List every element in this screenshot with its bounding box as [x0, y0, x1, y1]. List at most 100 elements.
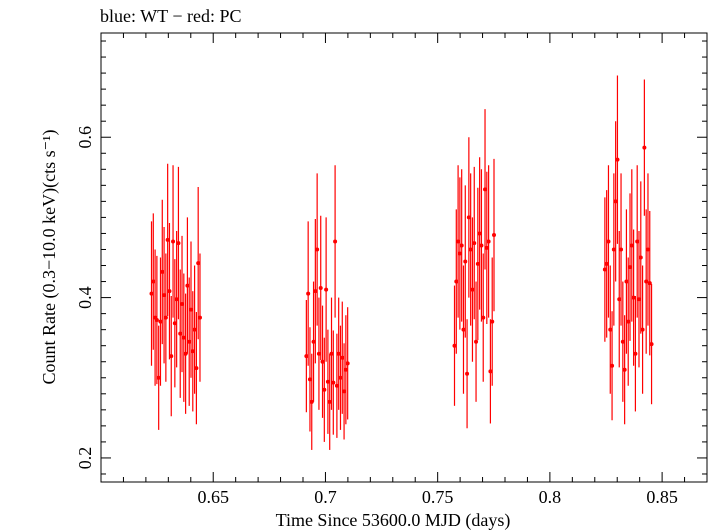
- data-point: [156, 375, 161, 380]
- data-point: [322, 387, 327, 392]
- data-point: [151, 279, 156, 284]
- data-point: [154, 318, 159, 323]
- x-tick-label: 0.75: [422, 487, 454, 507]
- data-point: [610, 363, 615, 368]
- x-axis-label: Time Since 53600.0 MJD (days): [276, 510, 511, 531]
- data-point: [180, 302, 185, 307]
- data-point: [461, 327, 466, 332]
- data-point: [457, 251, 462, 256]
- data-point: [304, 354, 309, 359]
- data-point: [192, 327, 197, 332]
- data-point: [325, 379, 330, 384]
- data-point: [613, 199, 618, 204]
- data-point: [642, 145, 647, 150]
- data-point: [635, 239, 640, 244]
- data-point: [463, 259, 468, 264]
- data-point: [624, 279, 629, 284]
- data-point: [160, 269, 165, 274]
- y-tick-label: 0.4: [75, 286, 95, 309]
- data-point: [343, 367, 348, 372]
- data-point: [183, 351, 188, 356]
- data-point: [475, 261, 480, 266]
- data-point: [466, 215, 471, 220]
- data-point: [477, 231, 482, 236]
- data-point: [490, 319, 495, 324]
- data-point: [189, 307, 194, 312]
- data-point: [622, 367, 627, 372]
- data-point: [488, 369, 493, 374]
- x-tick-label: 0.7: [314, 487, 337, 507]
- data-point: [158, 319, 163, 324]
- data-point: [306, 291, 311, 296]
- data-point: [472, 241, 477, 246]
- data-point: [162, 293, 167, 298]
- data-point: [452, 343, 457, 348]
- data-point: [185, 283, 190, 288]
- data-points: [149, 75, 654, 450]
- data-point: [149, 291, 154, 296]
- data-point: [468, 247, 473, 252]
- data-point: [638, 255, 643, 260]
- data-point: [163, 315, 168, 320]
- chart-title: blue: WT − red: PC: [100, 6, 241, 26]
- data-point: [481, 315, 486, 320]
- data-point: [465, 371, 470, 376]
- data-point: [196, 261, 201, 266]
- data-point: [454, 279, 459, 284]
- data-point: [602, 267, 607, 272]
- data-point: [320, 359, 325, 364]
- x-axis: 0.65 0.7 0.75 0.8 0.85: [122, 33, 708, 507]
- data-point: [456, 239, 461, 244]
- data-point: [174, 297, 179, 302]
- data-point: [169, 354, 174, 359]
- data-point: [187, 339, 192, 344]
- y-axis: 0.2 0.4 0.6: [75, 40, 707, 475]
- data-point: [617, 297, 622, 302]
- data-point: [611, 247, 616, 252]
- x-tick-label: 0.85: [646, 487, 678, 507]
- data-point: [181, 335, 186, 340]
- data-point: [615, 157, 620, 162]
- data-point: [626, 319, 631, 324]
- data-point: [484, 245, 489, 250]
- data-point: [608, 327, 613, 332]
- data-point: [311, 339, 316, 344]
- data-point: [649, 342, 654, 347]
- data-point: [194, 366, 199, 371]
- data-point: [636, 297, 641, 302]
- data-point: [190, 349, 195, 354]
- data-point: [474, 339, 479, 344]
- data-point: [171, 239, 176, 244]
- data-point: [479, 243, 484, 248]
- data-point: [331, 380, 336, 385]
- data-point: [606, 239, 611, 244]
- data-point: [492, 233, 497, 238]
- data-point: [334, 383, 339, 388]
- data-point: [318, 285, 323, 290]
- data-point: [486, 239, 491, 244]
- data-point: [342, 389, 347, 394]
- data-point: [483, 187, 488, 192]
- plot-frame: [100, 32, 708, 483]
- data-point: [316, 351, 321, 356]
- data-point: [172, 321, 177, 326]
- data-point: [459, 243, 464, 248]
- data-point: [644, 279, 649, 284]
- data-point: [176, 241, 181, 246]
- data-point: [633, 351, 638, 356]
- data-point: [628, 265, 633, 270]
- data-point: [620, 339, 625, 344]
- data-point: [470, 287, 475, 292]
- data-point: [165, 237, 170, 242]
- data-point: [345, 361, 350, 366]
- data-point: [604, 261, 609, 266]
- data-point: [307, 377, 312, 382]
- data-point: [631, 295, 636, 300]
- data-point: [178, 331, 183, 336]
- data-point: [645, 247, 650, 252]
- y-axis-label: Count Rate (0.3−10.0 keV)(cts s⁻¹): [39, 129, 60, 384]
- x-tick-label: 0.65: [197, 487, 229, 507]
- data-point: [647, 281, 652, 286]
- data-point: [167, 289, 172, 294]
